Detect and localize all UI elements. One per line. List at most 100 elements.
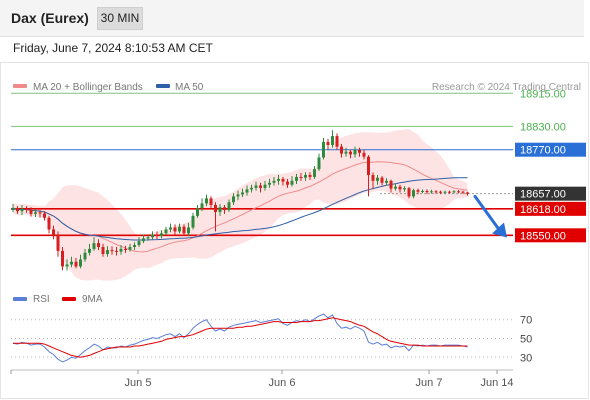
candle — [92, 237, 96, 251]
candle-body — [83, 252, 87, 260]
candle-body — [137, 241, 141, 246]
candle — [331, 130, 334, 148]
candle-body — [290, 180, 294, 185]
candle — [403, 186, 406, 192]
candle-body — [70, 261, 73, 265]
candle-body — [245, 189, 249, 193]
candle-body — [412, 190, 415, 197]
chart-frame — [0, 62, 589, 399]
candle-body — [268, 182, 271, 185]
candle — [155, 231, 159, 240]
candle-body — [335, 136, 339, 147]
candle — [187, 222, 190, 237]
candle — [376, 175, 379, 185]
x-tick-label: Jun 5 — [125, 377, 152, 389]
candle — [335, 133, 339, 150]
x-tick-label: Jun 14 — [480, 377, 513, 389]
candle-body — [452, 191, 456, 193]
timeframe-button[interactable]: 30 MIN — [97, 7, 143, 30]
candle — [38, 210, 42, 218]
candle-body — [110, 250, 114, 252]
candle-body — [425, 190, 429, 193]
candle — [407, 187, 411, 199]
level-box-support — [515, 201, 586, 216]
candle — [236, 190, 240, 201]
forecast-arrow-shaft — [473, 194, 501, 232]
level-label-resistance: 18915.00 — [520, 88, 566, 100]
candle-body — [340, 146, 343, 154]
candle-body — [92, 243, 96, 249]
candle — [169, 223, 172, 233]
candle-body — [254, 185, 258, 188]
candle — [182, 224, 186, 237]
candle — [430, 189, 433, 194]
candle-body — [434, 191, 438, 193]
candle-body — [61, 250, 64, 267]
candle-body — [191, 215, 195, 228]
candle-body — [146, 237, 150, 239]
chart-header: Dax (Eurex) 30 MIN — [0, 0, 584, 37]
candle — [349, 149, 352, 159]
candle-body — [56, 235, 60, 251]
candle-body — [187, 227, 190, 234]
candle — [380, 176, 384, 186]
rsi-ma-legend-swatch — [62, 297, 76, 301]
ma20-legend-swatch — [13, 84, 27, 88]
candle — [119, 245, 123, 255]
level-label-current: 18657.00 — [520, 189, 566, 201]
candle — [452, 190, 456, 194]
candle — [173, 224, 177, 235]
candle-body — [232, 196, 235, 203]
candle — [317, 153, 321, 172]
candle — [164, 226, 168, 236]
candle — [209, 196, 213, 209]
candle — [65, 259, 69, 271]
candle-body — [272, 180, 276, 183]
candle-body — [430, 191, 433, 193]
candle-body — [277, 178, 280, 181]
candle — [295, 173, 298, 184]
candle — [124, 245, 127, 253]
candle — [137, 237, 141, 247]
candle-body — [88, 248, 91, 253]
candle-body — [344, 151, 348, 154]
candle — [290, 176, 294, 187]
candle — [115, 246, 118, 256]
candle-body — [52, 229, 55, 236]
candle-body — [227, 202, 231, 211]
candle — [322, 138, 325, 160]
rsi-legend: RSI 9MA — [13, 294, 103, 305]
candle-body — [79, 259, 82, 267]
candle-body — [236, 194, 240, 197]
candle — [20, 204, 24, 216]
source-label: Research © 2024 Trading Central — [432, 82, 581, 93]
candle-body — [461, 191, 465, 193]
candle — [133, 242, 136, 251]
candle — [218, 204, 222, 216]
candle-body — [155, 234, 159, 237]
candle — [56, 231, 60, 257]
candle-body — [457, 191, 460, 193]
candle-body — [133, 245, 136, 247]
candle-body — [398, 186, 402, 190]
candle-body — [443, 191, 447, 193]
candle-body — [241, 192, 244, 195]
candle-body — [29, 210, 33, 214]
candle-body — [331, 136, 334, 146]
candle-body — [421, 190, 424, 192]
candle — [146, 235, 150, 241]
forecast-arrow-head — [492, 222, 507, 238]
candle — [241, 188, 244, 198]
level-box-current — [515, 186, 586, 201]
rsi-level-label: 30 — [520, 352, 532, 364]
level-label-resistance: 18830.00 — [520, 121, 566, 133]
candle — [227, 199, 231, 212]
candle — [250, 184, 253, 193]
candle-body — [169, 227, 172, 230]
candle — [421, 189, 424, 194]
candle — [434, 190, 438, 194]
candle — [142, 234, 145, 244]
candle-body — [214, 204, 217, 212]
candle — [254, 181, 258, 191]
candle — [70, 256, 73, 268]
